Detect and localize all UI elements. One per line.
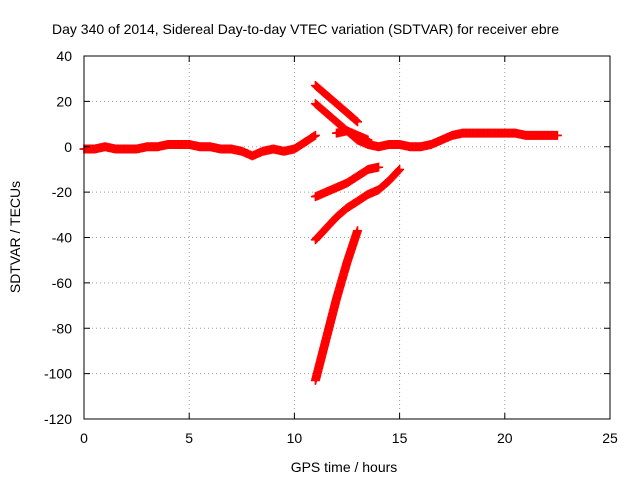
data-point [552,130,562,140]
trace-marker [350,115,360,125]
trace-marker [393,167,403,176]
tick-labels: 0 5 10 15 20 25 -120 -100 -80 -60 -40 -20 0 20 40 [44,48,618,446]
y-tick-label: 40 [56,48,72,64]
series-recovery-trace [353,128,562,152]
series-negative-track-b [310,164,405,245]
y-tick-label: 20 [56,93,72,109]
series-negative-track-a [310,162,384,202]
series-main-trace [79,130,320,161]
y-tick-label: 0 [64,139,72,155]
y-tick-label: -100 [44,366,72,382]
x-tick-label: 15 [392,430,408,446]
x-tick-label: 25 [602,430,618,446]
series-steep-track [310,226,363,385]
grid-lines [84,56,610,419]
x-tick-label: 0 [80,430,88,446]
data-point [353,117,363,127]
chart-title: Day 340 of 2014, Sidereal Day-to-day VTE… [52,21,559,37]
data-point [353,226,363,236]
y-tick-label: -80 [52,320,72,336]
trace-marker [394,165,404,175]
y-tick-label: -40 [52,230,72,246]
x-tick-label: 20 [497,430,513,446]
y-axis-label: SDTVAR / TECUs [7,181,23,293]
x-tick-label: 10 [287,430,303,446]
trace-marker [351,116,361,126]
y-tick-label: -60 [52,275,72,291]
x-axis-label: GPS time / hours [291,459,398,475]
x-tick-label: 5 [185,430,193,446]
series-upper-track-a [310,80,363,127]
data-point [374,162,384,172]
data-point [310,130,320,140]
data-markers [79,80,562,385]
plot-frame [83,55,611,420]
y-tick-label: -20 [52,184,72,200]
y-tick-label: -120 [44,411,72,427]
data-point [395,164,405,174]
